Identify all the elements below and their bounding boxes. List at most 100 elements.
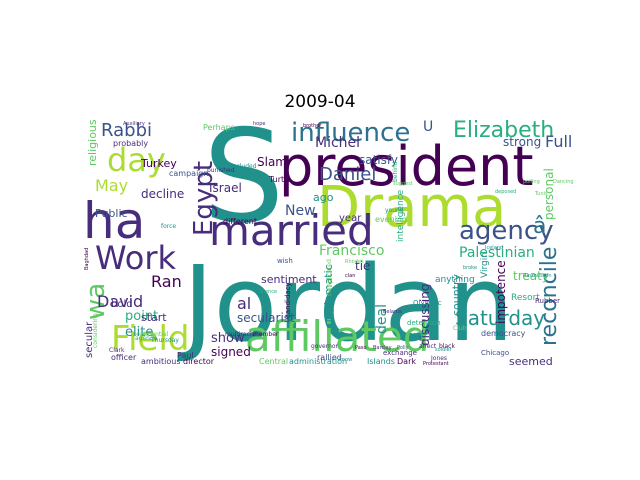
- word: clan: [345, 273, 356, 279]
- word: presidential: [133, 331, 169, 338]
- word: campaign: [169, 169, 209, 178]
- word: Baghdad: [84, 247, 90, 270]
- word: soldier: [435, 347, 452, 353]
- word: Thursday: [151, 337, 179, 344]
- word: Olympic: [413, 299, 442, 307]
- word: force: [161, 223, 177, 230]
- word: Work: [95, 239, 177, 277]
- word: Silence: [259, 289, 278, 295]
- word: Resort: [511, 293, 540, 303]
- word: deposed: [495, 189, 517, 195]
- word: Virgin: [480, 252, 490, 278]
- word: Dark: [397, 357, 416, 366]
- word: rallied: [317, 353, 342, 362]
- word: Public: [95, 207, 128, 220]
- word: Field: [111, 319, 190, 359]
- word: Protestant: [423, 361, 449, 367]
- word: Francisco: [319, 243, 385, 259]
- word: day: [107, 141, 166, 179]
- word: Slam: [257, 155, 287, 169]
- word: ambitious: [141, 357, 181, 366]
- word: year: [339, 213, 362, 224]
- word: Full: [545, 132, 573, 151]
- chart-title: 2009-04: [284, 92, 356, 112]
- word: democracy: [481, 329, 526, 338]
- word: punished: [207, 167, 235, 174]
- word: black: [439, 343, 455, 350]
- word: signed: [211, 345, 251, 359]
- word: influence: [291, 120, 411, 148]
- word: suggest: [393, 181, 413, 187]
- word: seemed: [509, 355, 553, 368]
- word: intelligence: [396, 189, 406, 242]
- word: Central: [259, 357, 289, 366]
- word: Turkey: [141, 157, 177, 170]
- word: treaty: [513, 269, 549, 283]
- word: Rubber: [535, 297, 561, 305]
- word: U: [423, 120, 434, 135]
- word: affiliated: [245, 312, 430, 361]
- word: said: [409, 331, 424, 339]
- word: brother: [303, 123, 322, 129]
- word: different: [223, 217, 257, 226]
- word: Jordan: [183, 243, 514, 365]
- word: Dancing: [553, 179, 574, 185]
- word: ha: [83, 192, 146, 250]
- word: Rhodes: [345, 259, 364, 265]
- word: know: [339, 357, 353, 363]
- word: al: [237, 294, 252, 313]
- word: Belarus: [383, 309, 402, 315]
- word: agenda: [135, 335, 158, 342]
- word: young: [385, 207, 404, 214]
- word: Elizabeth: [453, 120, 555, 143]
- word: elite: [125, 325, 154, 340]
- word: detention: [407, 319, 441, 327]
- word: Perhaps: [203, 123, 235, 132]
- word: probably: [113, 139, 149, 148]
- word: impotence: [494, 260, 508, 324]
- word: included: [231, 163, 257, 170]
- word: Rabbi: [101, 120, 152, 141]
- word: multiracial: [225, 331, 257, 338]
- word: tie: [355, 259, 371, 273]
- word: Auxiliary: [123, 121, 145, 127]
- word: strong: [503, 135, 542, 149]
- word: Drama: [317, 175, 507, 240]
- word: wish: [277, 257, 293, 265]
- word: member: [253, 331, 279, 338]
- word: Clark: [109, 347, 125, 354]
- word: Tunis: [535, 191, 548, 197]
- word: candidacy: [284, 282, 292, 318]
- word: May: [95, 176, 129, 195]
- word: David: [97, 292, 144, 311]
- word: point: [125, 309, 159, 324]
- word: Paso: [355, 345, 367, 351]
- word: Chicago: [481, 349, 510, 357]
- word: married: [209, 206, 374, 255]
- word: evening: [375, 215, 408, 224]
- word: show: [211, 331, 245, 346]
- word: Saturday: [455, 306, 546, 330]
- word: Israel: [209, 181, 242, 195]
- word: officer: [111, 353, 137, 362]
- word: president: [279, 135, 534, 198]
- word: decline: [141, 187, 185, 201]
- word: Polly: [397, 345, 409, 351]
- word: ago: [313, 191, 334, 204]
- word: affect: [419, 343, 437, 350]
- word: anything: [435, 275, 475, 285]
- word: complicated: [326, 259, 333, 296]
- word: Michel: [315, 135, 361, 151]
- word: exchange: [383, 349, 417, 357]
- word: polling: [523, 179, 540, 185]
- word: considering: [92, 313, 99, 348]
- word: S: [203, 120, 285, 252]
- word: â: [533, 214, 547, 239]
- word: religious: [86, 120, 99, 166]
- word: behind: [392, 161, 399, 182]
- word: administration: [289, 357, 348, 366]
- word: Barclay: [373, 345, 392, 351]
- word: Turtle: [269, 175, 292, 184]
- word: Daniel: [319, 164, 377, 185]
- word: satisfy: [359, 153, 399, 167]
